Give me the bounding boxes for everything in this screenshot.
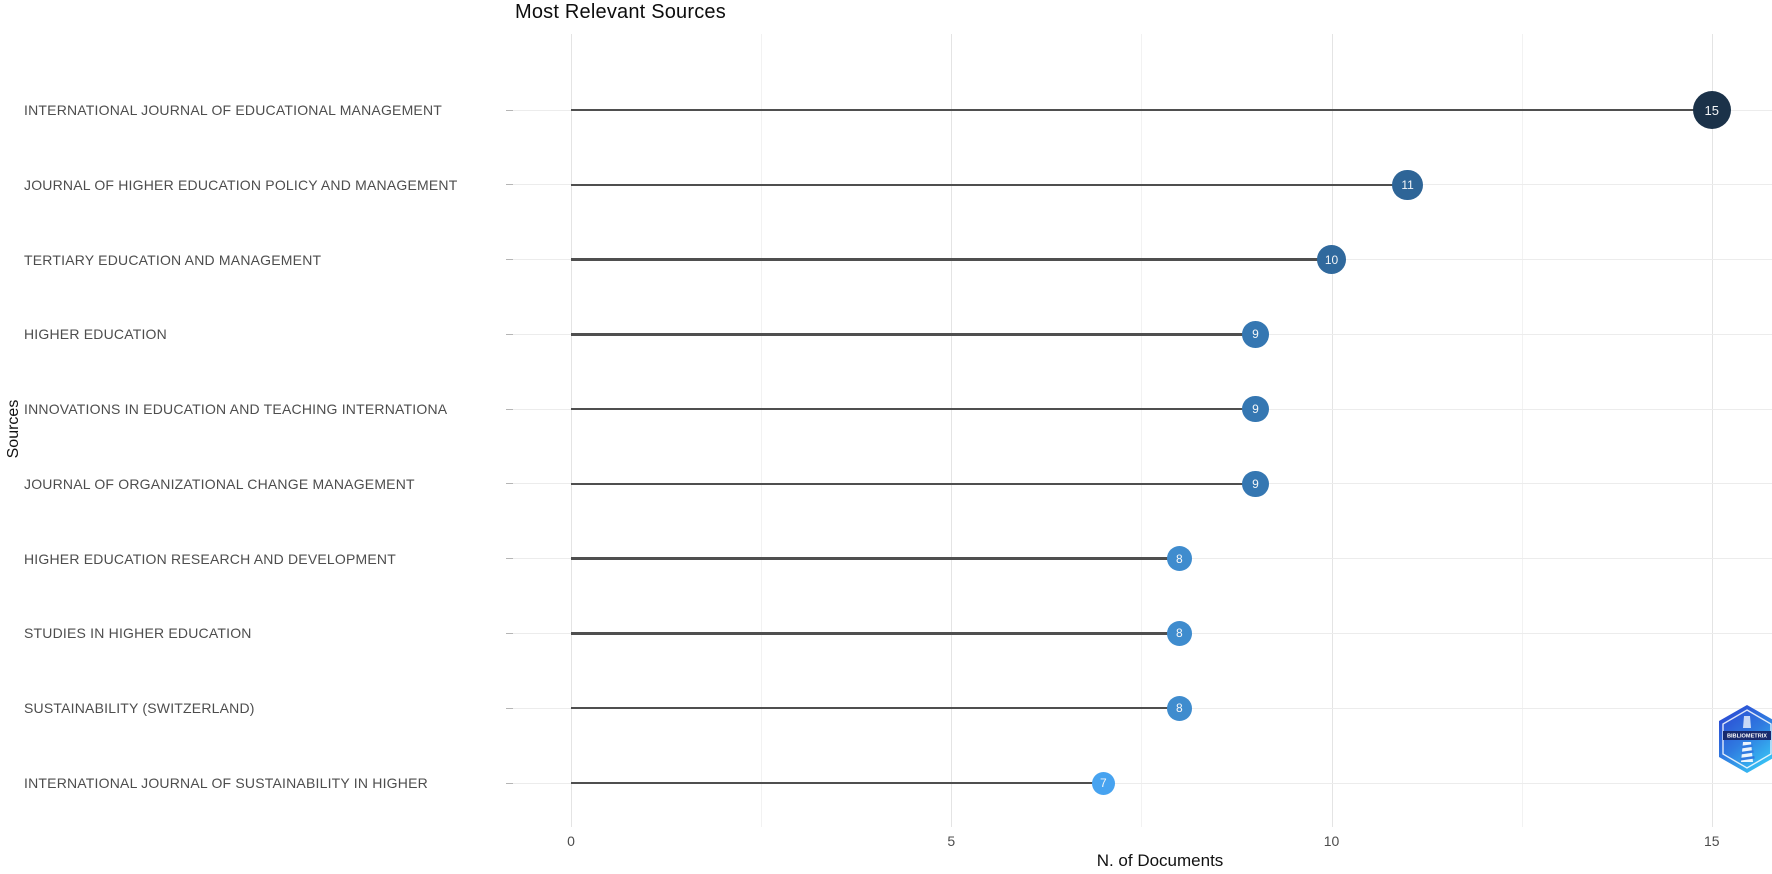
- category-label: HIGHER EDUCATION RESEARCH AND DEVELOPMEN…: [24, 550, 396, 567]
- lollipop-stem: [571, 183, 1408, 187]
- logo-band-text: BIBLIOMETRIX: [1727, 734, 1767, 740]
- data-point: 8: [1166, 695, 1192, 721]
- data-point-value: 10: [1324, 252, 1339, 267]
- y-tick-mark: [506, 333, 513, 335]
- y-tick-mark: [506, 632, 513, 634]
- lollipop-stem: [571, 632, 1180, 635]
- y-tick-mark: [506, 109, 513, 111]
- x-tick-label: 5: [947, 833, 956, 849]
- data-point-value: 11: [1401, 177, 1414, 192]
- data-point-value: 8: [1176, 701, 1183, 716]
- category-label: SUSTAINABILITY (SWITZERLAND): [24, 700, 255, 717]
- category-label: JOURNAL OF HIGHER EDUCATION POLICY AND M…: [24, 176, 458, 193]
- y-tick-mark: [506, 558, 513, 560]
- category-label: JOURNAL OF ORGANIZATIONAL CHANGE MANAGEM…: [24, 475, 415, 492]
- lollipop-stem: [571, 108, 1712, 112]
- y-tick-mark: [506, 782, 513, 784]
- grid-line-vertical-minor: [1141, 34, 1143, 827]
- y-tick-mark: [506, 184, 513, 186]
- data-point-value: 8: [1176, 551, 1183, 566]
- x-tick-label: 15: [1703, 833, 1720, 849]
- data-point: 8: [1166, 546, 1192, 572]
- y-tick-mark: [506, 259, 513, 261]
- grid-line-vertical: [1711, 34, 1713, 827]
- data-point-value: 8: [1176, 626, 1183, 641]
- y-tick-mark: [506, 408, 513, 410]
- chart-title: Most Relevant Sources: [515, 1, 726, 23]
- data-point: 7: [1091, 771, 1115, 795]
- data-point-value: 9: [1252, 476, 1259, 491]
- category-label: INNOVATIONS IN EDUCATION AND TEACHING IN…: [24, 401, 448, 418]
- y-axis-title: Sources: [5, 399, 22, 459]
- lollipop-stem: [571, 781, 1104, 785]
- lollipop-stem: [571, 482, 1256, 486]
- y-tick-mark: [506, 707, 513, 709]
- data-point-value: 15: [1704, 102, 1719, 118]
- x-tick-label: 0: [567, 833, 575, 849]
- category-label: STUDIES IN HIGHER EDUCATION: [24, 625, 252, 642]
- data-point: 10: [1317, 245, 1346, 274]
- category-label: HIGHER EDUCATION: [24, 326, 167, 343]
- data-point-value: 9: [1252, 402, 1259, 417]
- lollipop-stem: [571, 407, 1256, 411]
- row-grid-line: [513, 782, 1772, 784]
- lollipop-stem: [571, 557, 1180, 560]
- lollipop-stem: [571, 333, 1256, 336]
- grid-line-vertical-minor: [761, 34, 763, 827]
- data-point-value: 9: [1252, 327, 1259, 342]
- category-label: TERTIARY EDUCATION AND MANAGEMENT: [24, 251, 322, 268]
- data-point: 8: [1166, 621, 1192, 646]
- data-point: 9: [1242, 470, 1269, 498]
- grid-line-vertical-minor: [1521, 34, 1523, 827]
- lollipop-stem: [571, 258, 1332, 261]
- data-point-value: 7: [1100, 776, 1107, 791]
- category-label: INTERNATIONAL JOURNAL OF SUSTAINABILITY …: [24, 775, 428, 792]
- y-tick-mark: [506, 483, 513, 485]
- x-tick-label: 10: [1323, 833, 1340, 849]
- grid-line-vertical: [571, 34, 572, 827]
- data-point: 9: [1242, 320, 1269, 348]
- lollipop-stem: [571, 706, 1180, 710]
- bibliometrix-logo-icon: BIBLIOMETRIX: [1719, 705, 1772, 773]
- data-point: 9: [1242, 395, 1269, 423]
- data-point: 11: [1392, 169, 1423, 201]
- category-label: INTERNATIONAL JOURNAL OF EDUCATIONAL MAN…: [24, 102, 443, 118]
- grid-line-vertical: [1331, 34, 1333, 827]
- data-point: 15: [1692, 91, 1731, 129]
- x-axis-title: N. of Documents: [1096, 851, 1224, 870]
- grid-line-vertical: [951, 34, 953, 827]
